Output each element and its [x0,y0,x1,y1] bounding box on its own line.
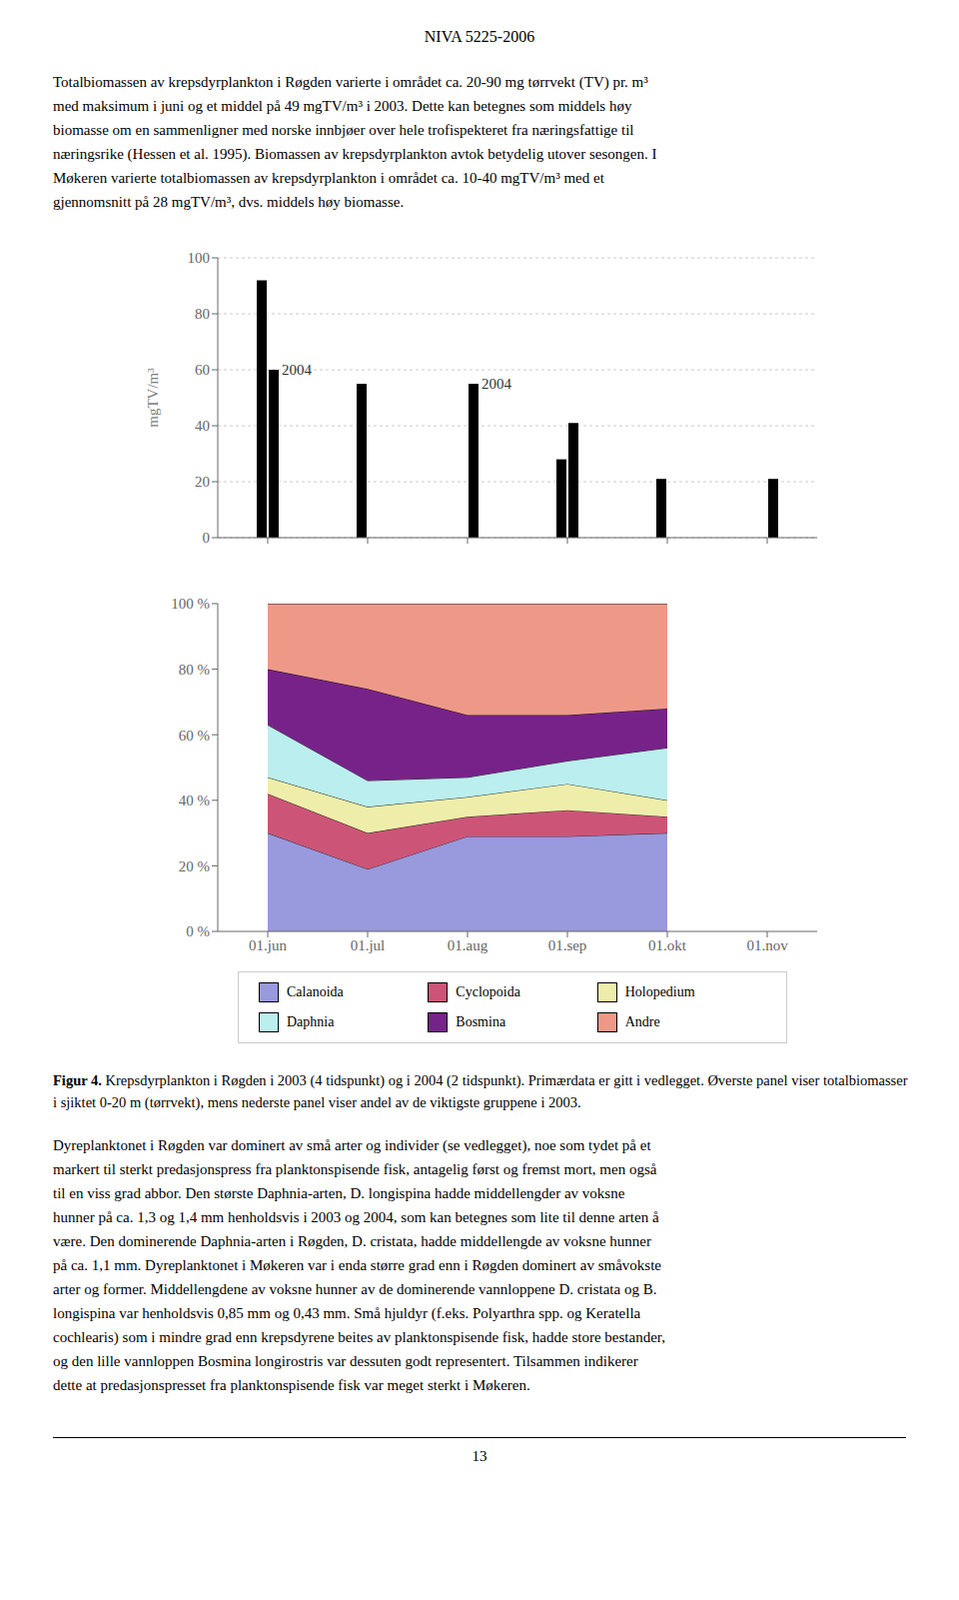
html-text:Calanoida: Calanoida [286,983,344,999]
html-text:være. Den dominerende Daphnia-: være. Den dominerende Daphnia-arten i Rø… [52,1232,652,1249]
svg-text:40 %: 40 % [178,792,210,809]
svg-text:60 %: 60 % [178,727,210,744]
svg-text:0 %: 0 % [185,923,210,940]
html-text:cochlearis) som i mindre grad: cochlearis) som i mindre grad enn krepsd… [52,1328,666,1345]
html-text:til en viss grad abbor. Den st: til en viss grad abbor. Den største Daph… [52,1184,625,1201]
html-text:Daphnia: Daphnia [286,1013,335,1029]
html-text:13: 13 [472,1447,487,1464]
svg-text:80: 80 [194,305,210,322]
svg-text:mgTV/m³: mgTV/m³ [144,367,161,428]
html-text:næringsrike (Hessen et al. 199: næringsrike (Hessen et al. 1995). Biomas… [52,145,657,162]
html-text:Bosmina: Bosmina [455,1013,506,1029]
html-text:dette at predasjonspresset fra: dette at predasjonspresset fra planktons… [52,1376,531,1393]
svg-text:01.jun: 01.jun [248,937,287,954]
svg-text:60: 60 [194,361,210,378]
svg-text:01.sep: 01.sep [548,937,588,954]
html-text:longispina var henholdsvis 0,8: longispina var henholdsvis 0,85 mm og 0,… [52,1304,641,1321]
svg-text:01.aug: 01.aug [447,937,489,954]
html-text:og den lille vannloppen Bosmin: og den lille vannloppen Bosmina longiros… [52,1352,639,1369]
svg-text:01.jul: 01.jul [350,937,386,954]
svg-text:100: 100 [187,249,211,266]
svg-text:80 %: 80 % [178,661,210,678]
svg-text:01.nov: 01.nov [746,937,789,954]
html-text:Dyreplanktonet i Røgden var do: Dyreplanktonet i Røgden var dominert av … [52,1136,651,1153]
html-text:markert til sterkt predasjonsp: markert til sterkt predasjonspress fra p… [52,1160,657,1177]
html-text:på ca. 1,1 mm. Dyreplanktonet: på ca. 1,1 mm. Dyreplanktonet i Møkeren … [52,1256,662,1273]
html-text:hunner på ca. 1,3 og 1,4 mm he: hunner på ca. 1,3 og 1,4 mm henholdsvis … [52,1208,659,1225]
html-text:Møkeren varierte totalbiomasse: Møkeren varierte totalbiomassen av kreps… [52,169,605,186]
html-text:Cyclopoida: Cyclopoida [455,983,521,999]
html-text:med maksimum i juni og et midd: med maksimum i juni og et middel på 49 m… [52,97,632,114]
html-text:gjennomsnitt på 28 mgTV/m³, dv: gjennomsnitt på 28 mgTV/m³, dvs. middels… [52,193,404,210]
html-text:Totalbiomassen av krepsdyrplan: Totalbiomassen av krepsdyrplankton i Røg… [52,73,649,90]
html-text:arter og former. Middellengden: arter og former. Middellengdene av voksn… [52,1280,657,1297]
svg-text:20: 20 [194,473,210,490]
html-text:Figur 4. Krepsdyrplankton i Rø: Figur 4. Krepsdyrplankton i Røgden i 200… [52,1071,908,1110]
svg-text:2004: 2004 [481,375,513,392]
html-text:biomasse om en sammenligner me: biomasse om en sammenligner med norske i… [52,121,634,138]
html-text:NIVA 5225-2006: NIVA 5225-2006 [424,27,535,45]
svg-text:2004: 2004 [281,361,313,378]
html-text:Holopedium: Holopedium [625,983,695,999]
html-text:Andre: Andre [625,1013,661,1029]
svg-text:01.okt: 01.okt [648,937,688,954]
svg-text:100 %: 100 % [170,595,210,612]
svg-text:20 %: 20 % [178,858,210,875]
svg-text:0: 0 [202,529,211,546]
svg-text:40: 40 [194,417,210,434]
